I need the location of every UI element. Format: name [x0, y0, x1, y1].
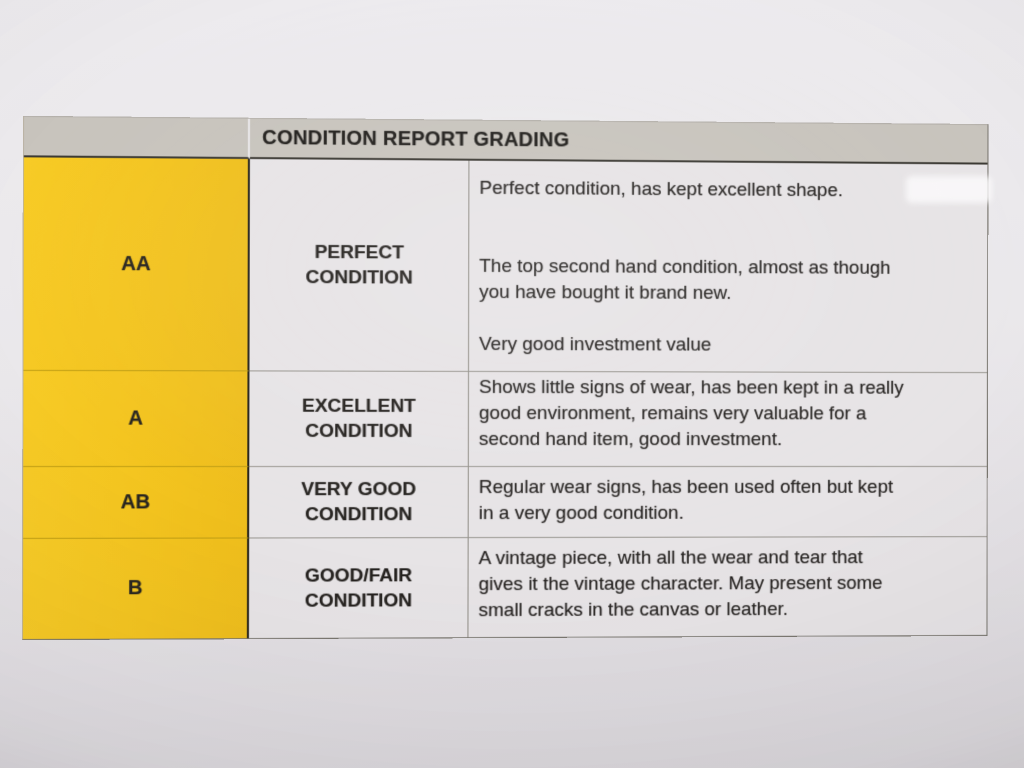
- whiteout-correction-mark: [906, 176, 992, 203]
- description-paragraph: The top second hand condition, almost as…: [479, 255, 891, 304]
- description-cell-ab: Regular wear signs, has been used often …: [468, 465, 987, 538]
- description-paragraph: Perfect condition, has kept excellent sh…: [479, 177, 843, 202]
- grade-label: AB: [120, 490, 151, 513]
- grade-label: A: [128, 406, 144, 430]
- header-empty-cell: [23, 116, 251, 160]
- condition-cell-b: GOOD/FAIR CONDITION: [248, 537, 469, 639]
- grade-cell-b: B: [22, 537, 250, 640]
- grade-cell-a: A: [23, 369, 250, 467]
- condition-report-grading-table: CONDITION REPORT GRADING AA PERFECT COND…: [21, 115, 989, 641]
- grade-label: AA: [121, 252, 151, 275]
- description-paragraph: A vintage piece, with all the wear and t…: [478, 547, 883, 622]
- grade-cell-ab: AB: [23, 466, 250, 538]
- condition-cell-ab: VERY GOOD CONDITION: [249, 466, 469, 538]
- description-cell-a: Shows little signs of wear, has been kep…: [468, 370, 988, 467]
- condition-cell-aa: PERFECT CONDITION: [249, 159, 470, 371]
- condition-cell-a: EXCELLENT CONDITION: [249, 370, 469, 467]
- description-paragraph: Shows little signs of wear, has been kep…: [478, 376, 904, 451]
- grade-label: B: [127, 577, 143, 600]
- table-title: CONDITION REPORT GRADING: [249, 118, 988, 165]
- description-cell-b: A vintage piece, with all the wear and t…: [468, 536, 987, 638]
- grade-cell-aa: AA: [23, 157, 250, 371]
- description-paragraph: Regular wear signs, has been used often …: [478, 476, 894, 525]
- description-paragraph: Very good investment value: [479, 333, 712, 356]
